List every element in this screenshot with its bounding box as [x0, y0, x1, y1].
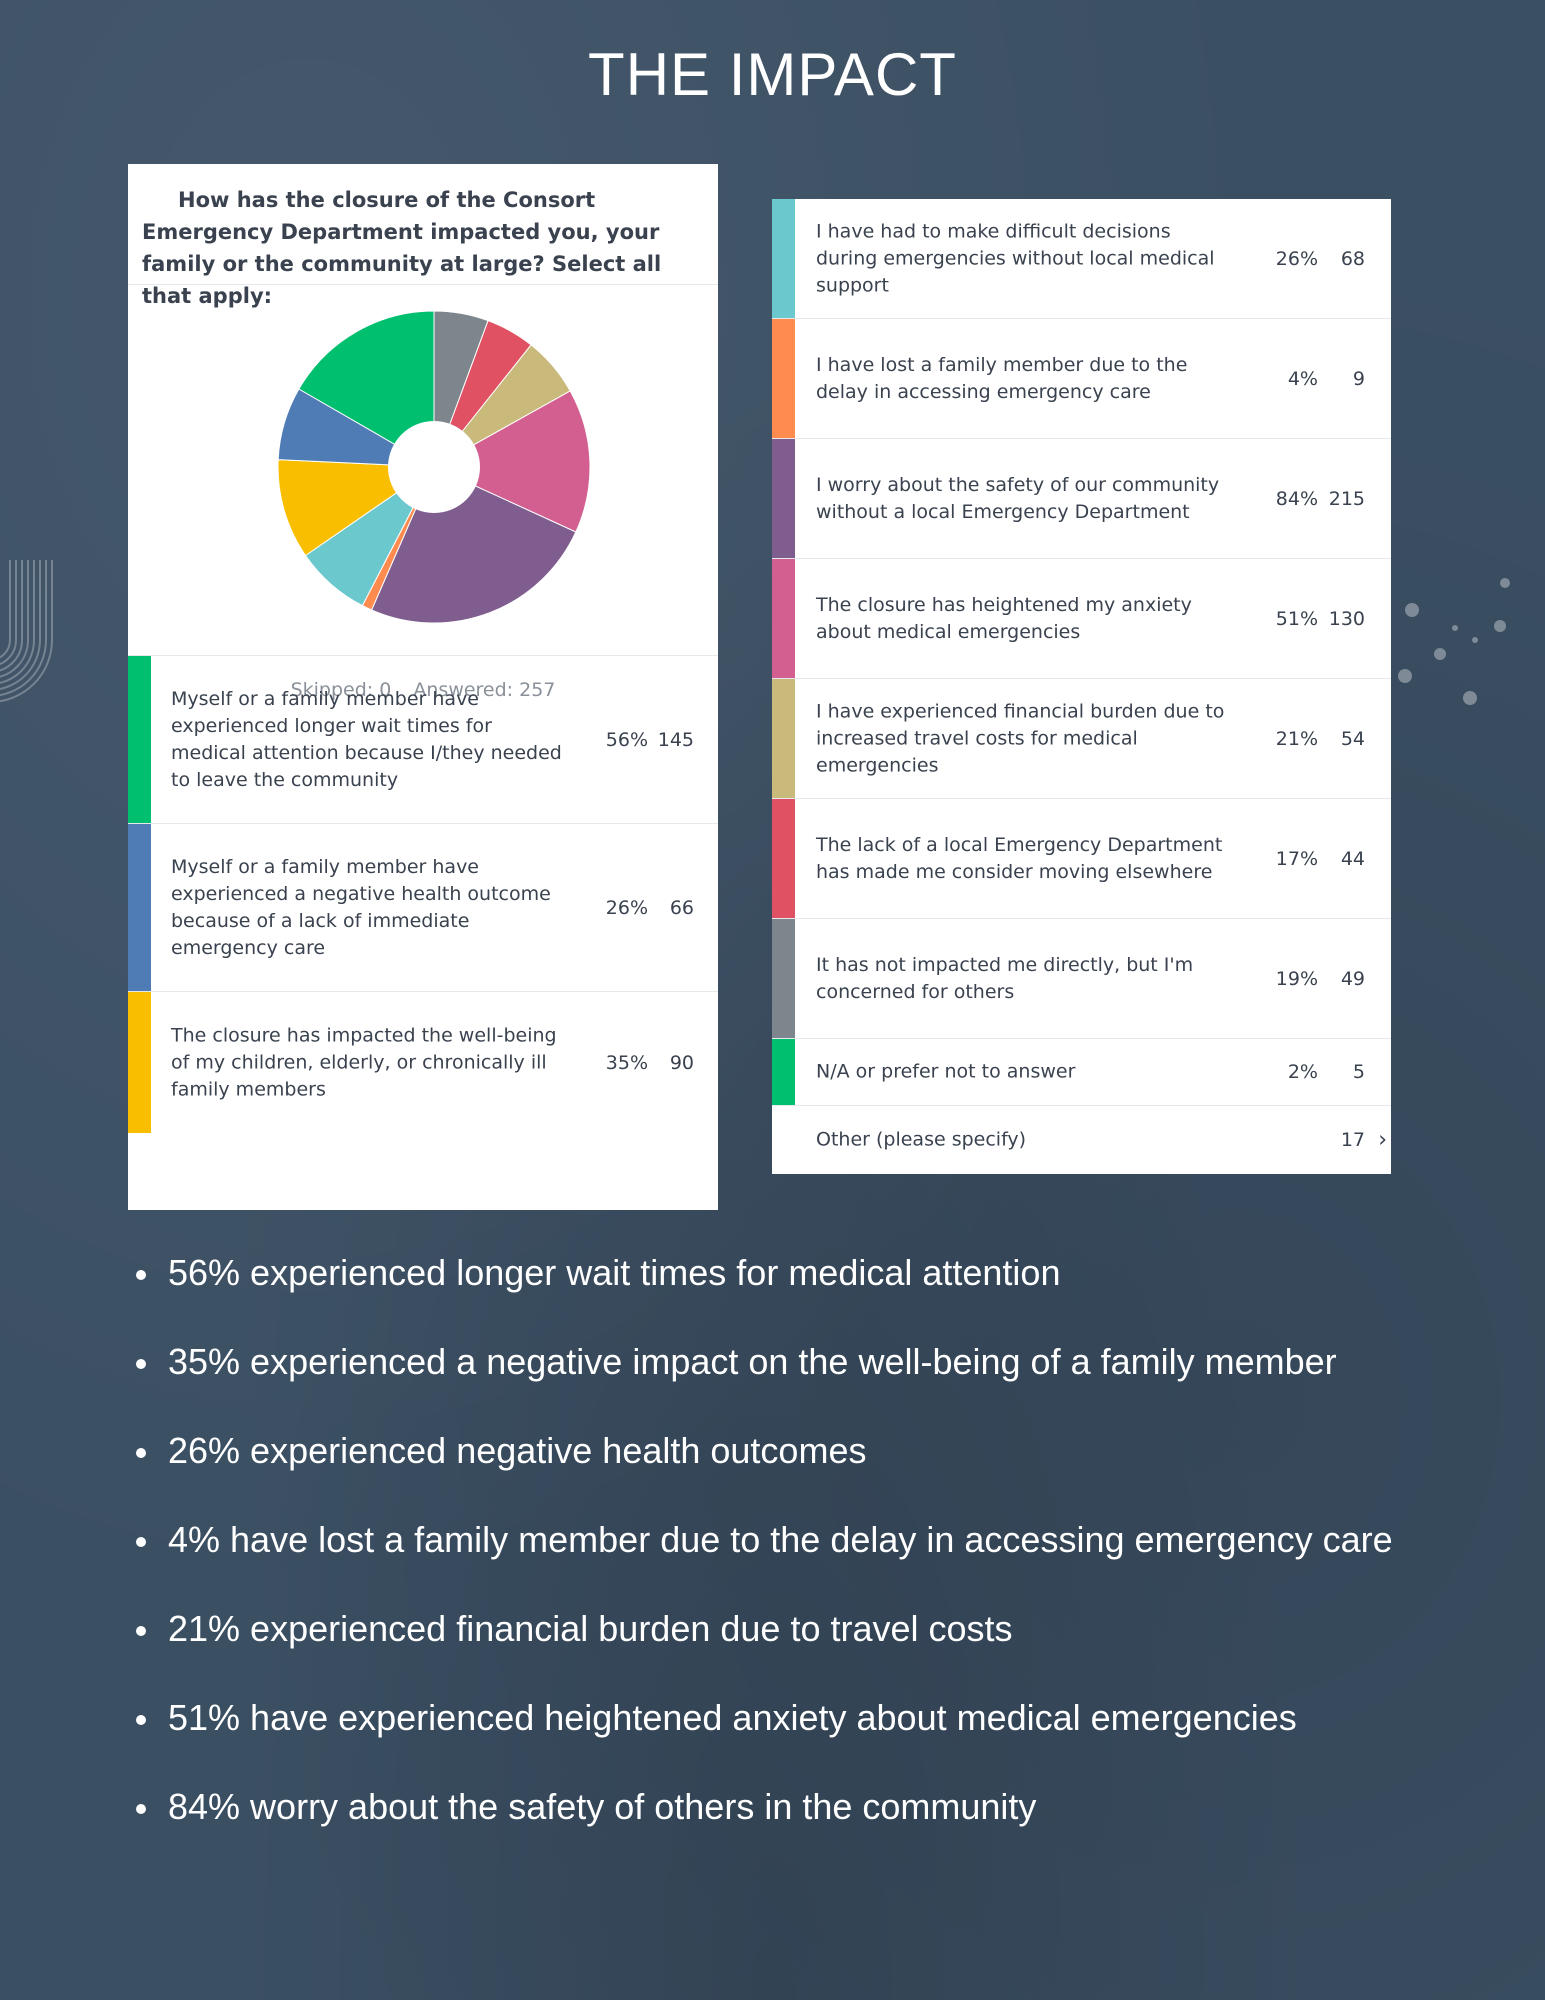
pie-chart — [277, 310, 591, 624]
answer-row: I have experienced financial burden due … — [772, 679, 1391, 799]
answer-label: N/A or prefer not to answer — [816, 1060, 1076, 1083]
response-stats: Skipped: 0 Answered: 257 — [128, 679, 718, 701]
finding-text: 4% have lost a family member due to the … — [168, 1519, 1393, 1560]
answer-label: Myself or a family member have experienc… — [171, 855, 551, 959]
legend-swatch — [128, 656, 151, 823]
chevron-right-icon[interactable]: › — [1378, 1127, 1387, 1152]
answer-row: The lack of a local Emergency Department… — [772, 799, 1391, 919]
answer-row: Myself or a family member have experienc… — [128, 824, 718, 992]
answer-count: 5 — [1352, 1061, 1365, 1083]
bullet-icon — [136, 1626, 146, 1636]
answer-percent: 4% — [1287, 367, 1318, 390]
pie-slice — [298, 310, 435, 468]
bullet-icon — [136, 1715, 146, 1725]
answer-label: The lack of a local Emergency Department… — [816, 833, 1223, 883]
finding-text: 21% experienced financial burden due to … — [168, 1608, 1013, 1649]
answer-count: 44 — [1340, 847, 1365, 870]
key-findings-list: 56% experienced longer wait times for me… — [132, 1250, 1472, 1873]
answer-percent: 84% — [1275, 487, 1318, 510]
survey-panel-right: I have had to make difficult decisions d… — [772, 199, 1391, 1174]
answer-count: 9 — [1352, 367, 1365, 390]
answer-count: 54 — [1340, 727, 1365, 750]
answer-count: 49 — [1340, 967, 1365, 990]
answer-label: Myself or a family member have experienc… — [171, 687, 562, 791]
list-item: 84% worry about the safety of others in … — [132, 1784, 1472, 1830]
page-title: THE IMPACT — [588, 41, 957, 108]
list-item: 26% experienced negative health outcomes — [132, 1428, 1472, 1474]
answer-list-right: I have had to make difficult decisions d… — [772, 199, 1391, 1173]
finding-text: 51% have experienced heightened anxiety … — [168, 1697, 1297, 1738]
legend-swatch — [772, 559, 795, 678]
answer-percent: 56% — [605, 728, 648, 751]
answer-row: I have lost a family member due to the d… — [772, 319, 1391, 439]
legend-swatch — [772, 799, 795, 918]
answer-label: The closure has impacted the well-being … — [171, 1024, 557, 1100]
legend-swatch — [128, 824, 151, 991]
answer-percent: 17% — [1275, 847, 1318, 870]
finding-text: 26% experienced negative health outcomes — [168, 1430, 867, 1471]
answer-count: 130 — [1328, 607, 1365, 630]
answer-row: It has not impacted me directly, but I'm… — [772, 919, 1391, 1039]
answer-row: Myself or a family member have experienc… — [128, 656, 718, 824]
finding-text: 56% experienced longer wait times for me… — [168, 1252, 1061, 1293]
pie-slice — [432, 390, 591, 533]
bullet-icon — [136, 1448, 146, 1458]
answer-percent: 51% — [1275, 607, 1318, 630]
bullet-icon — [136, 1359, 146, 1369]
survey-panel-left: How has the closure of the Consort Emerg… — [128, 164, 718, 1210]
answer-count: 17 — [1340, 1128, 1365, 1151]
legend-swatch — [772, 919, 795, 1038]
list-item: 35% experienced a negative impact on the… — [132, 1339, 1472, 1385]
answer-row: I worry about the safety of our communit… — [772, 439, 1391, 559]
survey-question: How has the closure of the Consort Emerg… — [128, 164, 718, 308]
answer-label: It has not impacted me directly, but I'm… — [816, 953, 1194, 1003]
legend-swatch — [772, 319, 795, 438]
answer-row: N/A or prefer not to answer 2% 5 — [772, 1039, 1391, 1106]
bullet-icon — [136, 1270, 146, 1280]
answer-count: 90 — [669, 1051, 694, 1074]
answer-percent: 26% — [1275, 247, 1318, 270]
answer-percent: 2% — [1287, 1061, 1318, 1083]
answer-row: The closure has impacted the well-being … — [128, 992, 718, 1133]
skipped-count: Skipped: 0 — [290, 679, 392, 701]
finding-text: 84% worry about the safety of others in … — [168, 1786, 1037, 1827]
answer-percent: 35% — [605, 1051, 648, 1074]
answer-label: Other (please specify) — [816, 1128, 1027, 1150]
answer-count: 66 — [669, 896, 694, 919]
decorative-dots-icon — [1398, 578, 1510, 705]
pie-center-hole — [388, 421, 480, 513]
answer-row: I have had to make difficult decisions d… — [772, 199, 1391, 319]
legend-swatch — [772, 679, 795, 798]
list-item: 56% experienced longer wait times for me… — [132, 1250, 1472, 1296]
decorative-arc-lines-icon — [0, 560, 53, 703]
answer-percent: 19% — [1275, 967, 1318, 990]
finding-text: 35% experienced a negative impact on the… — [168, 1341, 1337, 1382]
answer-count: 215 — [1328, 487, 1365, 510]
legend-swatch — [772, 439, 795, 558]
answer-percent: 26% — [605, 896, 648, 919]
pie-chart-area: Skipped: 0 Answered: 257 — [128, 285, 718, 701]
list-item: 4% have lost a family member due to the … — [132, 1517, 1472, 1563]
answered-count: Answered: 257 — [413, 679, 556, 701]
bullet-icon — [136, 1537, 146, 1547]
list-item: 51% have experienced heightened anxiety … — [132, 1695, 1472, 1741]
answer-label: I have experienced financial burden due … — [816, 700, 1225, 776]
answer-percent: 21% — [1275, 727, 1318, 750]
answer-list-left: Myself or a family member have experienc… — [128, 655, 718, 1133]
answer-label: The closure has heightened my anxiety ab… — [816, 593, 1192, 643]
answer-label: I worry about the safety of our communit… — [816, 473, 1220, 523]
legend-swatch — [128, 992, 151, 1133]
answer-label: I have had to make difficult decisions d… — [816, 220, 1215, 296]
legend-swatch — [772, 1039, 795, 1105]
answer-label: I have lost a family member due to the d… — [816, 353, 1188, 403]
legend-swatch — [772, 199, 795, 318]
bullet-icon — [136, 1804, 146, 1814]
list-item: 21% experienced financial burden due to … — [132, 1606, 1472, 1652]
other-specify-row[interactable]: Other (please specify) 17 › — [772, 1106, 1391, 1173]
answer-count: 68 — [1340, 247, 1365, 270]
answer-row: The closure has heightened my anxiety ab… — [772, 559, 1391, 679]
answer-count: 145 — [657, 728, 694, 751]
